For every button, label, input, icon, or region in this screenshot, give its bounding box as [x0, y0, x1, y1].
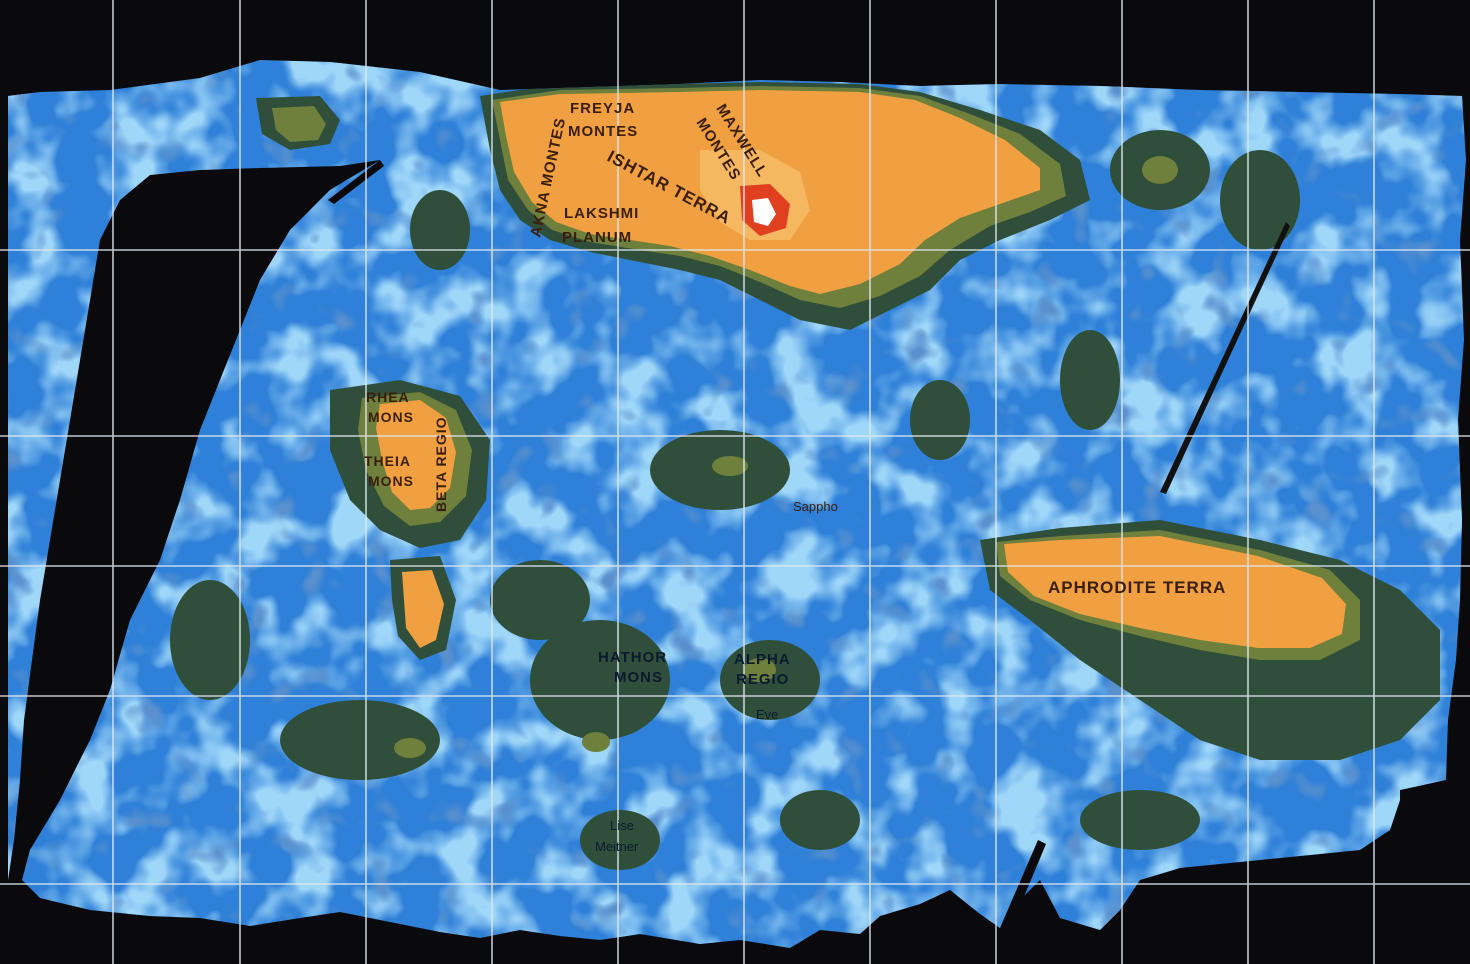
- label-freyja-montes: FREYJA: [570, 100, 635, 117]
- data-gap-stripe: [328, 160, 384, 204]
- label-hathor-mons: HATHOR: [598, 649, 667, 666]
- data-gap-stripe: [1000, 840, 1046, 930]
- label-lise-meitner: Lise: [610, 818, 634, 833]
- label-alpha-regio: REGIO: [736, 671, 789, 688]
- label-theia-mons: THEIA: [364, 453, 411, 469]
- label-beta-regio: BETA REGIO: [433, 416, 449, 512]
- label-lakshmi-planum: LAKSHMI: [564, 205, 639, 222]
- label-lakshmi-planum: PLANUM: [562, 229, 632, 246]
- label-rhea-mons: MONS: [368, 409, 414, 425]
- label-lise-meitner: Meitner: [595, 839, 639, 854]
- label-sappho: Sappho: [793, 499, 838, 514]
- label-rhea-mons: RHEA: [366, 389, 410, 405]
- label-alpha-regio: ALPHA: [734, 651, 791, 668]
- label-theia-mons: MONS: [368, 473, 414, 489]
- label-freyja-montes: MONTES: [568, 123, 638, 140]
- label-eve: Eve: [756, 707, 778, 722]
- label-hathor-mons: MONS: [614, 669, 663, 686]
- label-aphrodite-terra: APHRODITE TERRA: [1048, 578, 1226, 597]
- data-gap-stripe: [1160, 222, 1290, 494]
